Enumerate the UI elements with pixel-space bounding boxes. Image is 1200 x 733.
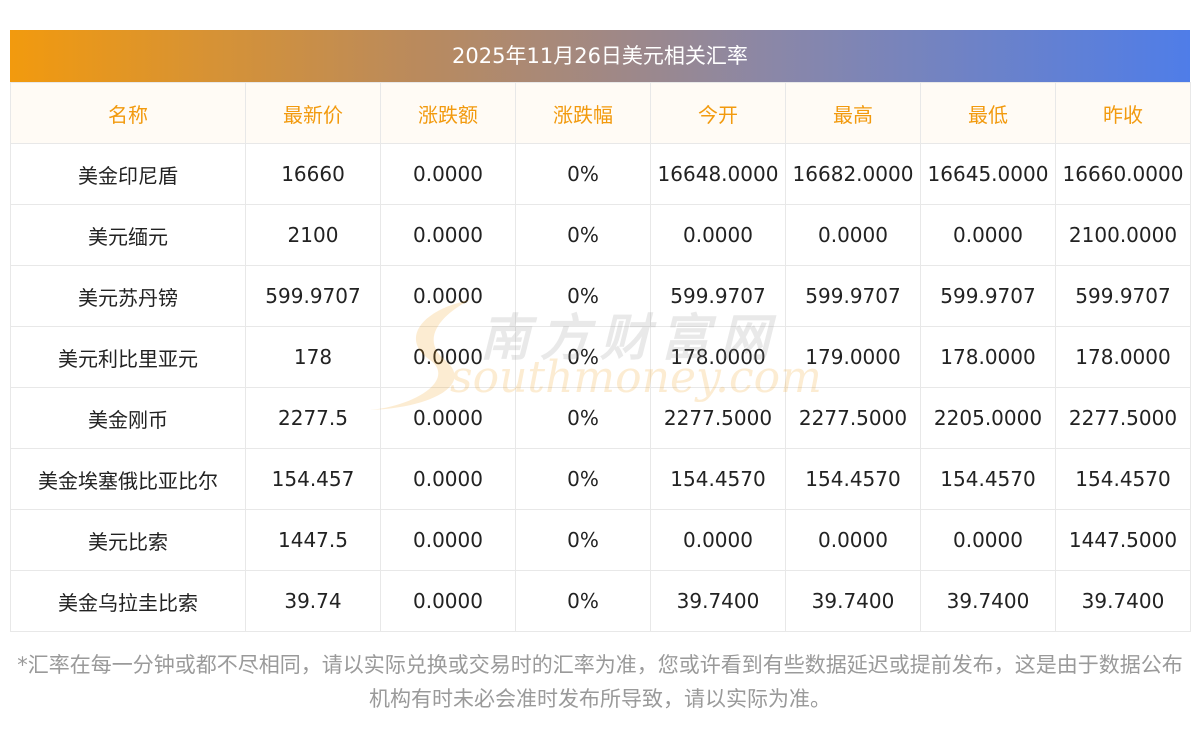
table-cell: 0.0000: [650, 204, 786, 266]
table-cell: 美金刚币: [10, 387, 246, 449]
table-cell: 178.0000: [650, 326, 786, 388]
table-cell: 0%: [515, 143, 651, 205]
table-cell: 美元苏丹镑: [10, 265, 246, 327]
table-cell: 2277.5: [245, 387, 381, 449]
table-cell: 0.0000: [380, 387, 516, 449]
table-cell: 美金乌拉圭比索: [10, 570, 246, 632]
table-cell: 0%: [515, 448, 651, 510]
table-header-row: 名称 最新价 涨跌额 涨跌幅 今开 最高 最低 昨收: [10, 82, 1191, 144]
table-cell: 0.0000: [380, 509, 516, 571]
table-row: 美元利比里亚元 178 0.0000 0% 178.0000 179.0000 …: [10, 326, 1191, 388]
table-cell: 0.0000: [380, 143, 516, 205]
table-cell: 0.0000: [785, 509, 921, 571]
table-cell: 16660: [245, 143, 381, 205]
table-cell: 美元缅元: [10, 204, 246, 266]
column-header-open: 今开: [650, 82, 786, 144]
table-cell: 154.4570: [1055, 448, 1191, 510]
table-row: 美元缅元 2100 0.0000 0% 0.0000 0.0000 0.0000…: [10, 204, 1191, 266]
table-cell: 16648.0000: [650, 143, 786, 205]
table-cell: 154.4570: [650, 448, 786, 510]
table-cell: 0%: [515, 570, 651, 632]
table-row: 美金埃塞俄比亚比尔 154.457 0.0000 0% 154.4570 154…: [10, 448, 1191, 510]
page-title: 2025年11月26日美元相关汇率: [10, 30, 1190, 82]
table-cell: 178.0000: [920, 326, 1056, 388]
table-cell: 39.7400: [650, 570, 786, 632]
column-header-latest-price: 最新价: [245, 82, 381, 144]
table-cell: 0.0000: [785, 204, 921, 266]
table-cell: 1447.5: [245, 509, 381, 571]
table-cell: 39.7400: [920, 570, 1056, 632]
table-cell: 179.0000: [785, 326, 921, 388]
table-cell: 599.9707: [245, 265, 381, 327]
table-cell: 0.0000: [380, 204, 516, 266]
table-cell: 599.9707: [650, 265, 786, 327]
table-cell: 0.0000: [380, 265, 516, 327]
column-header-name: 名称: [10, 82, 246, 144]
exchange-rate-table: 名称 最新价 涨跌额 涨跌幅 今开 最高 最低 昨收 美金印尼盾 16660 0…: [10, 82, 1191, 632]
table-cell: 154.4570: [920, 448, 1056, 510]
table-cell: 39.74: [245, 570, 381, 632]
table-cell: 2100.0000: [1055, 204, 1191, 266]
table-cell: 0%: [515, 509, 651, 571]
table-row: 美元苏丹镑 599.9707 0.0000 0% 599.9707 599.97…: [10, 265, 1191, 327]
table-cell: 美元比索: [10, 509, 246, 571]
table-cell: 154.4570: [785, 448, 921, 510]
table-cell: 599.9707: [785, 265, 921, 327]
column-header-change-percent: 涨跌幅: [515, 82, 651, 144]
table-cell: 0%: [515, 204, 651, 266]
column-header-low: 最低: [920, 82, 1056, 144]
table-cell: 0.0000: [380, 570, 516, 632]
table-cell: 0%: [515, 387, 651, 449]
table-cell: 0.0000: [380, 326, 516, 388]
table-cell: 2205.0000: [920, 387, 1056, 449]
table-cell: 0%: [515, 265, 651, 327]
table-cell: 178.0000: [1055, 326, 1191, 388]
table-row: 美金印尼盾 16660 0.0000 0% 16648.0000 16682.0…: [10, 143, 1191, 205]
disclaimer-footnote: *汇率在每一分钟或都不尽相同，请以实际兑换或交易时的汇率为准，您或许看到有些数据…: [17, 653, 1183, 711]
table-cell: 美元利比里亚元: [10, 326, 246, 388]
table-cell: 美金印尼盾: [10, 143, 246, 205]
table-cell: 2277.5000: [1055, 387, 1191, 449]
table-cell: 0.0000: [920, 204, 1056, 266]
table-cell: 39.7400: [785, 570, 921, 632]
table-cell: 0%: [515, 326, 651, 388]
table-cell: 16660.0000: [1055, 143, 1191, 205]
table-cell: 0.0000: [650, 509, 786, 571]
column-header-high: 最高: [785, 82, 921, 144]
table-cell: 16682.0000: [785, 143, 921, 205]
table-cell: 0.0000: [380, 448, 516, 510]
table-cell: 1447.5000: [1055, 509, 1191, 571]
column-header-change-amount: 涨跌额: [380, 82, 516, 144]
table-cell: 599.9707: [1055, 265, 1191, 327]
table-cell: 2100: [245, 204, 381, 266]
table-cell: 美金埃塞俄比亚比尔: [10, 448, 246, 510]
table-row: 美金刚币 2277.5 0.0000 0% 2277.5000 2277.500…: [10, 387, 1191, 449]
table-row: 美金乌拉圭比索 39.74 0.0000 0% 39.7400 39.7400 …: [10, 570, 1191, 632]
table-cell: 2277.5000: [785, 387, 921, 449]
table-cell: 2277.5000: [650, 387, 786, 449]
column-header-prev-close: 昨收: [1055, 82, 1191, 144]
table-cell: 0.0000: [920, 509, 1056, 571]
table-cell: 39.7400: [1055, 570, 1191, 632]
table-cell: 154.457: [245, 448, 381, 510]
table-row: 美元比索 1447.5 0.0000 0% 0.0000 0.0000 0.00…: [10, 509, 1191, 571]
table-cell: 178: [245, 326, 381, 388]
table-cell: 16645.0000: [920, 143, 1056, 205]
table-cell: 599.9707: [920, 265, 1056, 327]
